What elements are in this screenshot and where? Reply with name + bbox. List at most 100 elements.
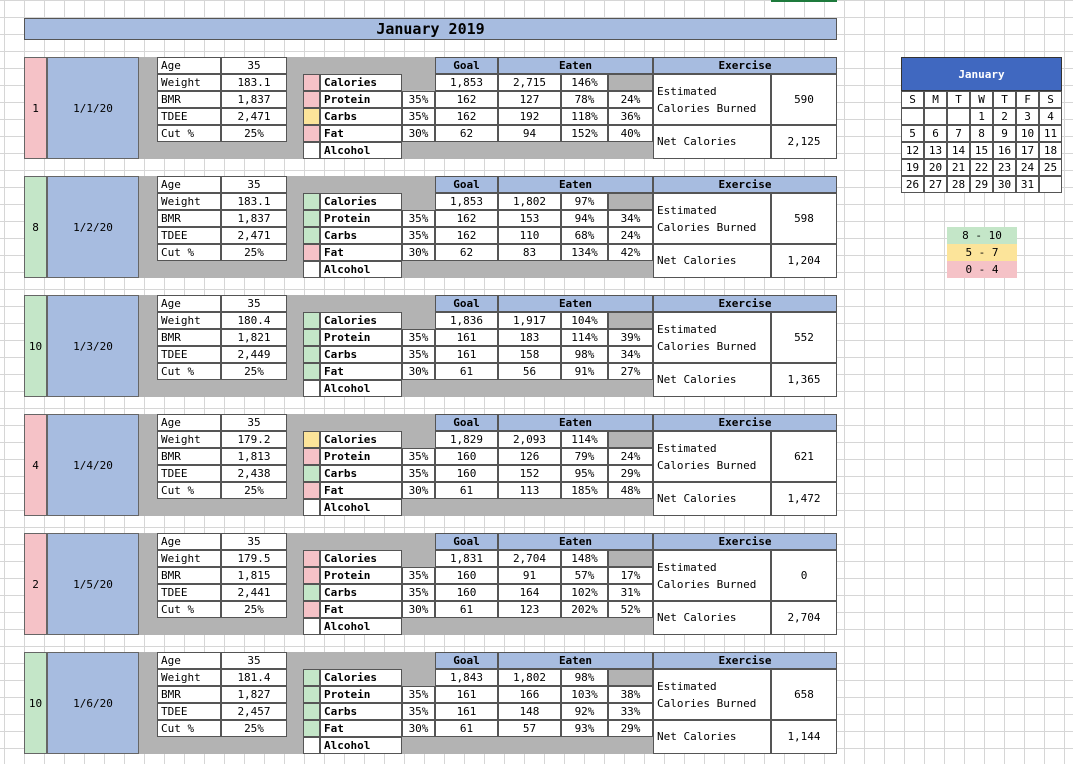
calendar-day[interactable]: 4: [1039, 108, 1062, 125]
calendar-day[interactable]: [901, 108, 924, 125]
calendar-day[interactable]: 16: [993, 142, 1016, 159]
goal-value[interactable]: 62: [435, 125, 498, 142]
calories-burned-value[interactable]: 552: [771, 312, 837, 363]
goal-value[interactable]: 1,853: [435, 74, 498, 91]
eaten-value[interactable]: 152: [498, 465, 561, 482]
eaten-value[interactable]: 91: [498, 567, 561, 584]
day-date[interactable]: 1/6/20: [47, 652, 139, 754]
calendar-day[interactable]: 18: [1039, 142, 1062, 159]
calendar-day[interactable]: 25: [1039, 159, 1062, 176]
calendar-day[interactable]: 12: [901, 142, 924, 159]
stat-value-age[interactable]: 35: [221, 176, 287, 193]
goal-value[interactable]: 161: [435, 686, 498, 703]
stat-value-cut[interactable]: 25%: [221, 244, 287, 261]
calendar-day[interactable]: 20: [924, 159, 947, 176]
eaten-value[interactable]: 57: [498, 720, 561, 737]
eaten-value[interactable]: 1,802: [498, 669, 561, 686]
goal-value[interactable]: 61: [435, 720, 498, 737]
eaten-value[interactable]: 126: [498, 448, 561, 465]
calendar-day[interactable]: 28: [947, 176, 970, 193]
day-date[interactable]: 1/4/20: [47, 414, 139, 516]
eaten-value[interactable]: 1,802: [498, 193, 561, 210]
goal-value[interactable]: 1,829: [435, 431, 498, 448]
eaten-value[interactable]: 2,715: [498, 74, 561, 91]
eaten-value[interactable]: 94: [498, 125, 561, 142]
stat-value-age[interactable]: 35: [221, 652, 287, 669]
eaten-value[interactable]: 83: [498, 244, 561, 261]
calendar-day[interactable]: 21: [947, 159, 970, 176]
goal-value[interactable]: 162: [435, 91, 498, 108]
calendar-day[interactable]: 3: [1016, 108, 1039, 125]
eaten-value[interactable]: 166: [498, 686, 561, 703]
stat-value-bmr[interactable]: 1,837: [221, 91, 287, 108]
day-score[interactable]: 1: [24, 57, 47, 159]
calendar-day[interactable]: 1: [970, 108, 993, 125]
goal-value[interactable]: 161: [435, 329, 498, 346]
calories-burned-value[interactable]: 621: [771, 431, 837, 482]
calendar-day[interactable]: 2: [993, 108, 1016, 125]
calendar-day[interactable]: 11: [1039, 125, 1062, 142]
calendar-day[interactable]: 13: [924, 142, 947, 159]
calories-burned-value[interactable]: 0: [771, 550, 837, 601]
eaten-value[interactable]: 123: [498, 601, 561, 618]
calendar-day[interactable]: 26: [901, 176, 924, 193]
stat-value-cut[interactable]: 25%: [221, 720, 287, 737]
calendar-day[interactable]: 27: [924, 176, 947, 193]
goal-value[interactable]: 1,853: [435, 193, 498, 210]
stat-value-tdee[interactable]: 2,471: [221, 108, 287, 125]
calendar-day[interactable]: 7: [947, 125, 970, 142]
stat-value-age[interactable]: 35: [221, 414, 287, 431]
stat-value-cut[interactable]: 25%: [221, 125, 287, 142]
calendar-day[interactable]: 31: [1016, 176, 1039, 193]
eaten-value[interactable]: 153: [498, 210, 561, 227]
goal-value[interactable]: 160: [435, 584, 498, 601]
stat-value-bmr[interactable]: 1,837: [221, 210, 287, 227]
eaten-value[interactable]: 1,917: [498, 312, 561, 329]
eaten-value[interactable]: 56: [498, 363, 561, 380]
stat-value-tdee[interactable]: 2,471: [221, 227, 287, 244]
goal-value[interactable]: 161: [435, 346, 498, 363]
stat-value-age[interactable]: 35: [221, 57, 287, 74]
eaten-value[interactable]: 148: [498, 703, 561, 720]
stat-value-tdee[interactable]: 2,441: [221, 584, 287, 601]
goal-value[interactable]: 161: [435, 703, 498, 720]
stat-value-weight[interactable]: 179.2: [221, 431, 287, 448]
goal-value[interactable]: 61: [435, 601, 498, 618]
calendar-day[interactable]: [924, 108, 947, 125]
goal-value[interactable]: 61: [435, 363, 498, 380]
goal-value[interactable]: 160: [435, 567, 498, 584]
calendar-day[interactable]: 15: [970, 142, 993, 159]
goal-value[interactable]: 1,843: [435, 669, 498, 686]
eaten-value[interactable]: 183: [498, 329, 561, 346]
goal-value[interactable]: 62: [435, 244, 498, 261]
day-score[interactable]: 2: [24, 533, 47, 635]
day-date[interactable]: 1/5/20: [47, 533, 139, 635]
calendar-day[interactable]: 19: [901, 159, 924, 176]
calendar-day[interactable]: 14: [947, 142, 970, 159]
stat-value-bmr[interactable]: 1,827: [221, 686, 287, 703]
calendar-day[interactable]: 29: [970, 176, 993, 193]
eaten-value[interactable]: 192: [498, 108, 561, 125]
day-score[interactable]: 10: [24, 652, 47, 754]
calendar-day[interactable]: 24: [1016, 159, 1039, 176]
calendar-day[interactable]: 22: [970, 159, 993, 176]
calendar-day[interactable]: 17: [1016, 142, 1039, 159]
stat-value-tdee[interactable]: 2,449: [221, 346, 287, 363]
stat-value-age[interactable]: 35: [221, 533, 287, 550]
stat-value-cut[interactable]: 25%: [221, 601, 287, 618]
day-score[interactable]: 4: [24, 414, 47, 516]
stat-value-weight[interactable]: 181.4: [221, 669, 287, 686]
day-score[interactable]: 10: [24, 295, 47, 397]
calories-burned-value[interactable]: 598: [771, 193, 837, 244]
goal-value[interactable]: 1,831: [435, 550, 498, 567]
calories-burned-value[interactable]: 658: [771, 669, 837, 720]
eaten-value[interactable]: 158: [498, 346, 561, 363]
calendar-day[interactable]: 6: [924, 125, 947, 142]
calendar-day[interactable]: 8: [970, 125, 993, 142]
calendar-day[interactable]: 10: [1016, 125, 1039, 142]
goal-value[interactable]: 160: [435, 448, 498, 465]
stat-value-weight[interactable]: 180.4: [221, 312, 287, 329]
stat-value-weight[interactable]: 183.1: [221, 74, 287, 91]
stat-value-cut[interactable]: 25%: [221, 482, 287, 499]
calendar-day[interactable]: 30: [993, 176, 1016, 193]
